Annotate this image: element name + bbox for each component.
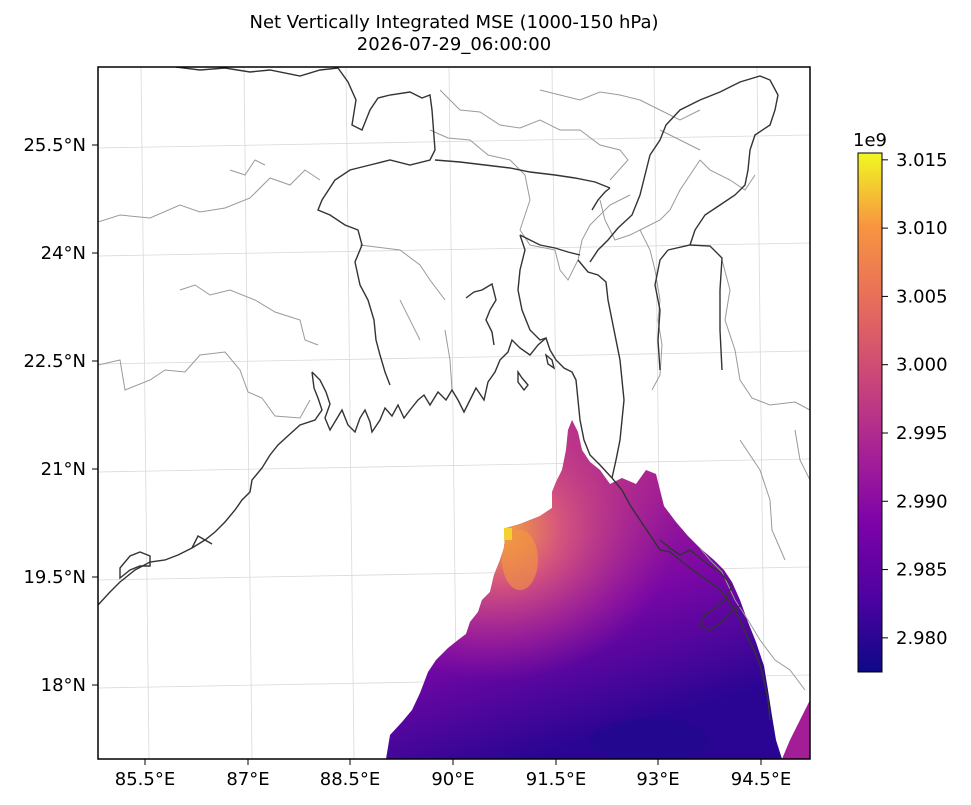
gridline-lon	[756, 67, 766, 759]
lon-tick-label: 91.5°E	[526, 769, 586, 790]
gridline-lat	[98, 458, 810, 473]
colorbar-tick-label: 3.005	[896, 286, 948, 307]
lat-tick-label: 18°N	[41, 675, 86, 696]
colorbar-tick-label: 2.985	[896, 560, 948, 581]
gridline-lat	[98, 134, 810, 149]
lon-tick-label: 85.5°E	[115, 769, 175, 790]
colorbar-tick-label: 2.980	[896, 628, 948, 649]
lon-tick-label: 90°E	[431, 769, 474, 790]
lat-tick-label: 22.5°N	[23, 351, 86, 372]
mse-data-field	[386, 420, 810, 759]
gridline-lat	[98, 350, 810, 365]
lat-tick-label: 19.5°N	[23, 567, 86, 588]
colorbar-tick-label: 2.995	[896, 423, 948, 444]
gridline-lon	[243, 67, 253, 759]
lat-tick-label: 21°N	[41, 459, 86, 480]
colorbar-tick-label: 2.990	[896, 491, 948, 512]
map-area	[98, 67, 810, 759]
longitude-axis: 85.5°E 87°E 88.5°E 90°E 91.5°E 93°E 94.5°E	[115, 759, 791, 790]
map-title-line1: Net Vertically Integrated MSE (1000-150 …	[249, 12, 659, 33]
colorbar-tick-label: 3.000	[896, 355, 948, 376]
map-title: Net Vertically Integrated MSE (1000-150 …	[98, 12, 810, 56]
gridline-lon	[140, 67, 150, 759]
colorbar-ticks: 3.015 3.010 3.005 3.000 2.995 2.990 2.985 2.980	[882, 150, 948, 649]
colorbar: 1e9 3.015 3.010 3.005 3.000 2.995 2.990 2.985 2…	[853, 130, 948, 673]
lon-tick-label: 87°E	[226, 769, 269, 790]
latitude-axis: 25.5°N 24°N 22.5°N 21°N 19.5°N 18°N	[23, 135, 98, 696]
colorbar-tick-label: 3.010	[896, 218, 948, 239]
gridline-lon	[345, 67, 355, 759]
lon-tick-label: 88.5°E	[320, 769, 380, 790]
colorbar-tick-label: 3.015	[896, 150, 948, 171]
colorbar-exponent: 1e9	[853, 130, 887, 151]
lon-tick-label: 94.5°E	[731, 769, 791, 790]
coastline	[98, 67, 779, 721]
lon-tick-label: 93°E	[636, 769, 679, 790]
map-frame	[97, 66, 811, 760]
colorbar-gradient	[857, 152, 883, 673]
map-title-line2: 2026-07-29_06:00:00	[356, 34, 552, 55]
lat-tick-label: 25.5°N	[23, 135, 86, 156]
admin-boundaries	[98, 89, 810, 691]
lat-tick-label: 24°N	[41, 243, 86, 264]
